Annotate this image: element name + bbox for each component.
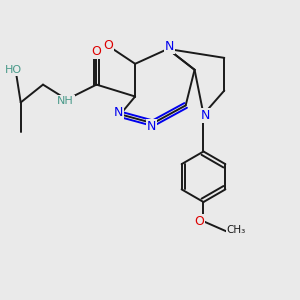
Text: CH₃: CH₃ [226,225,246,235]
Text: N: N [201,109,211,122]
Text: N: N [114,106,124,119]
Text: N: N [165,40,174,53]
Text: O: O [103,40,113,52]
Text: NH: NH [57,96,74,106]
Text: O: O [92,45,101,58]
Text: N: N [147,120,156,133]
Text: O: O [194,215,204,228]
Text: HO: HO [5,65,22,75]
